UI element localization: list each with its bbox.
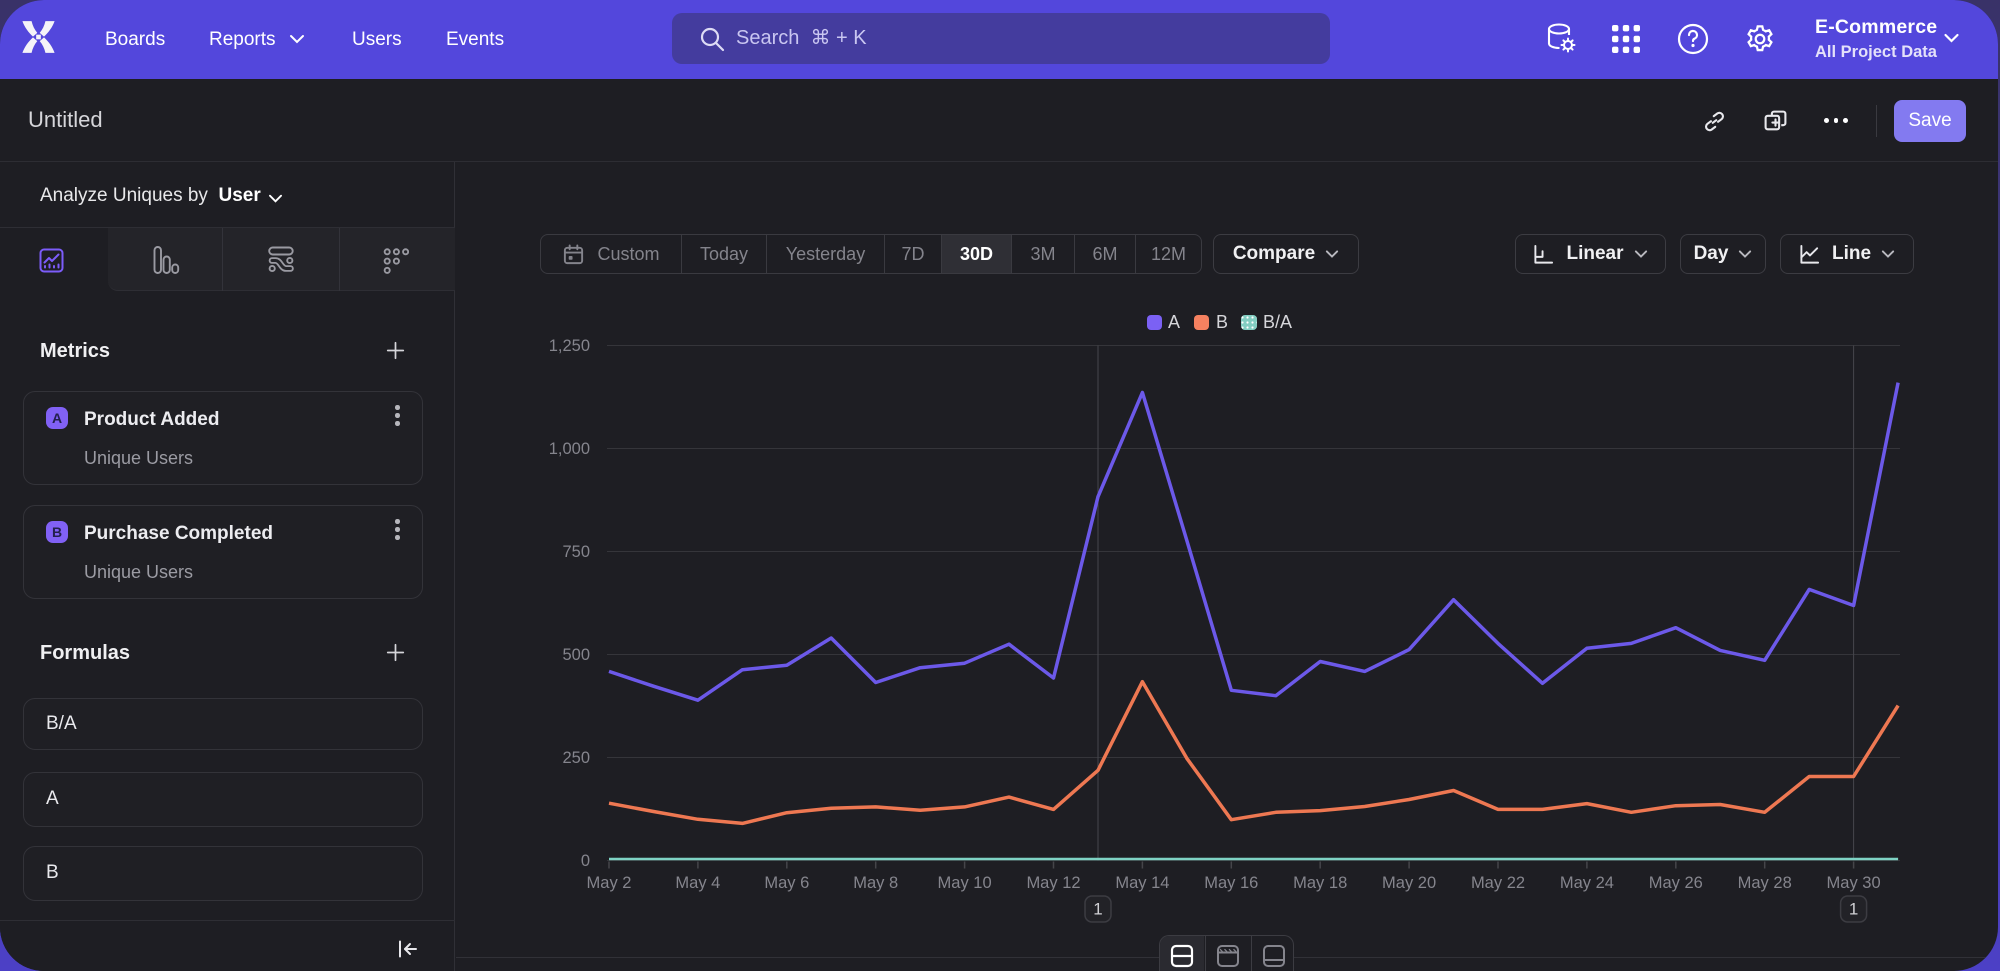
svg-text:May 22: May 22	[1471, 874, 1525, 892]
svg-text:750: 750	[562, 543, 590, 561]
svg-text:May 28: May 28	[1738, 874, 1792, 892]
svg-text:250: 250	[562, 749, 590, 767]
svg-text:1,000: 1,000	[549, 440, 590, 458]
svg-text:May 10: May 10	[938, 874, 992, 892]
svg-text:May 6: May 6	[764, 874, 809, 892]
svg-text:May 24: May 24	[1560, 874, 1614, 892]
svg-text:May 2: May 2	[587, 874, 632, 892]
svg-text:May 26: May 26	[1649, 874, 1703, 892]
svg-text:May 20: May 20	[1382, 874, 1436, 892]
svg-text:May 14: May 14	[1115, 874, 1169, 892]
svg-text:May 4: May 4	[675, 874, 720, 892]
svg-text:May 18: May 18	[1293, 874, 1347, 892]
svg-text:May 12: May 12	[1026, 874, 1080, 892]
svg-text:A: A	[1168, 312, 1180, 332]
svg-text:1,250: 1,250	[549, 337, 590, 355]
svg-text:May 16: May 16	[1204, 874, 1258, 892]
svg-text:0: 0	[581, 852, 590, 870]
svg-text:May 8: May 8	[853, 874, 898, 892]
svg-text:1: 1	[1093, 900, 1102, 919]
svg-text:500: 500	[562, 646, 590, 664]
svg-text:B/A: B/A	[1263, 312, 1292, 332]
svg-text:1: 1	[1849, 900, 1858, 919]
svg-text:B: B	[1216, 312, 1228, 332]
svg-text:May 30: May 30	[1827, 874, 1881, 892]
